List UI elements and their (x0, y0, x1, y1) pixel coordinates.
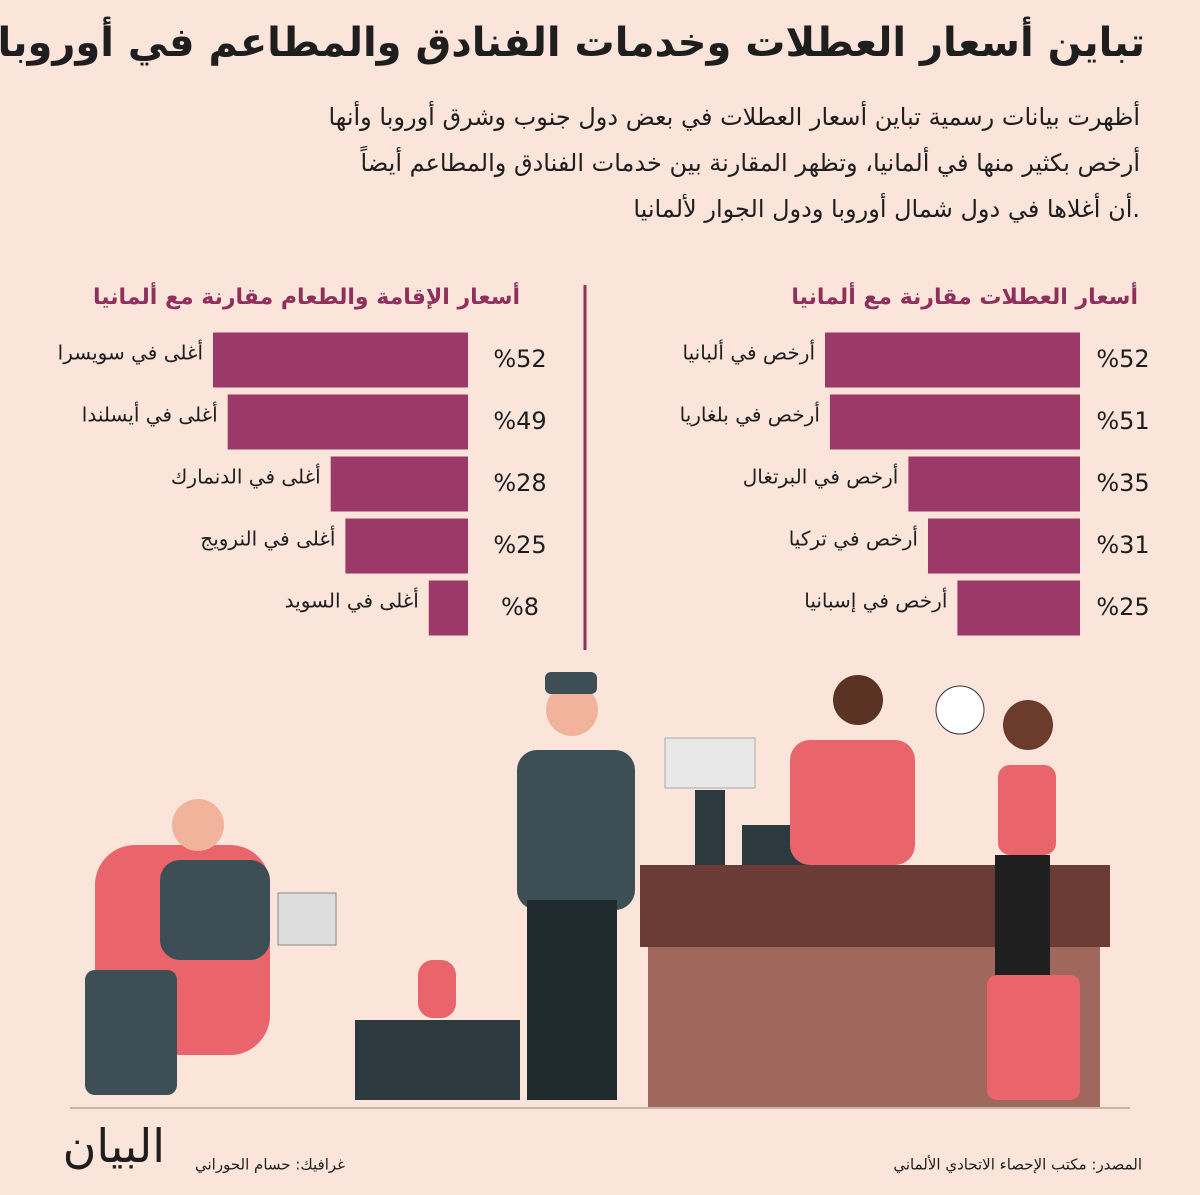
bar (345, 518, 468, 574)
description-line: أن أغلاها في دول شمال أوروبا ودول الجوار… (633, 193, 1140, 223)
category-label: أرخص في بلغاريا (680, 402, 820, 428)
value-label: %31 (1096, 531, 1149, 559)
value-label: %51 (1096, 407, 1149, 435)
description-line: أرخص بكثير منها في ألمانيا، وتظهر المقار… (360, 146, 1140, 177)
category-label: أرخص في البرتغال (743, 464, 899, 490)
value-label: %8 (501, 593, 539, 621)
bar (825, 332, 1080, 388)
value-label: %52 (493, 345, 546, 373)
bar (428, 580, 468, 636)
chart-title: أسعار الإقامة والطعام مقارنة مع ألمانيا (93, 281, 520, 310)
category-label: أغلى في الدنمارك (171, 464, 321, 490)
value-label: %25 (1096, 593, 1149, 621)
illustration (70, 672, 1130, 1109)
bar (957, 580, 1080, 636)
bar (213, 332, 468, 388)
chart-title: أسعار العطلات مقارنة مع ألمانيا (791, 281, 1138, 310)
category-label: أغلى في أيسلندا (82, 402, 218, 428)
category-label: أغلى في النرويج (200, 526, 335, 552)
bar (927, 518, 1080, 574)
logo: البيان (63, 1119, 165, 1173)
category-label: أغلى في سويسرا (58, 340, 203, 366)
value-label: %35 (1096, 469, 1149, 497)
value-label: %28 (493, 469, 546, 497)
bar (908, 456, 1080, 512)
title: تباين أسعار العطلات وخدمات الفنادق والمط… (0, 16, 1145, 66)
description-line: أظهرت بيانات رسمية تباين أسعار العطلات ف… (328, 101, 1140, 131)
source: المصدر: مكتب الإحصاء الاتحادي الألماني (893, 1155, 1142, 1175)
value-label: %49 (493, 407, 546, 435)
bar (829, 394, 1080, 450)
value-label: %25 (493, 531, 546, 559)
category-label: أرخص في ألبانيا (683, 340, 816, 366)
credit: غرافيك: حسام الحوراني (195, 1156, 345, 1175)
value-label: %52 (1096, 345, 1149, 373)
category-label: أغلى في السويد (285, 588, 419, 614)
bar (330, 456, 468, 512)
category-label: أرخص في إسبانيا (804, 588, 947, 614)
category-label: أرخص في تركيا (789, 526, 918, 552)
bar (227, 394, 468, 450)
